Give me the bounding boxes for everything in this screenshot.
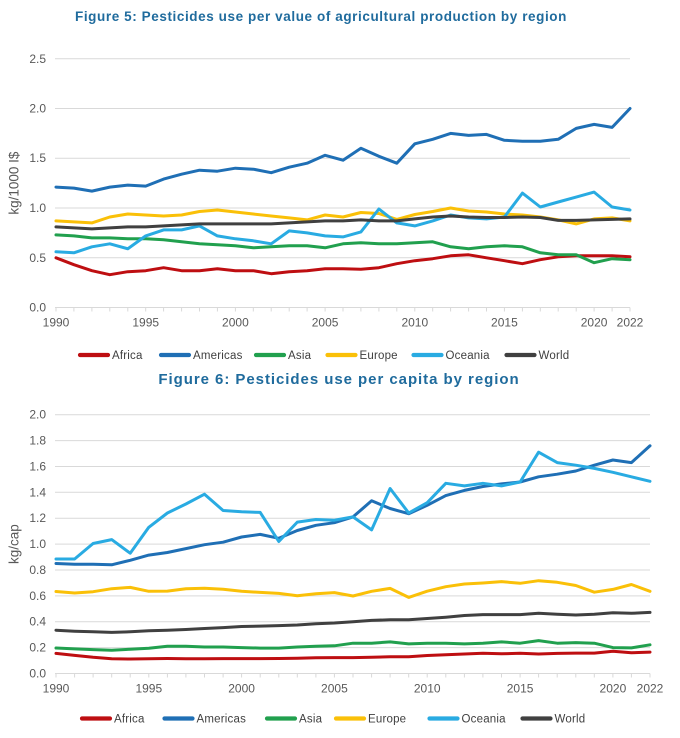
svg-text:0.8: 0.8: [29, 563, 46, 577]
svg-text:1.2: 1.2: [29, 511, 46, 525]
svg-text:Europe: Europe: [360, 350, 398, 362]
svg-text:1990: 1990: [43, 316, 70, 330]
svg-text:Figure 5: Pesticides use per v: Figure 5: Pesticides use per value of ag…: [75, 9, 567, 24]
svg-text:2022: 2022: [617, 316, 644, 330]
svg-text:2000: 2000: [228, 682, 255, 696]
svg-text:2022: 2022: [637, 682, 664, 696]
svg-text:Oceania: Oceania: [446, 350, 491, 362]
svg-text:Figure 6: Pesticides use per c: Figure 6: Pesticides use per capita by r…: [158, 371, 519, 388]
svg-text:1995: 1995: [132, 316, 159, 330]
svg-text:2000: 2000: [222, 316, 249, 330]
svg-text:0.5: 0.5: [29, 251, 46, 265]
svg-text:Asia: Asia: [299, 714, 323, 726]
svg-text:Oceania: Oceania: [462, 714, 507, 726]
svg-text:1.6: 1.6: [29, 460, 46, 474]
svg-text:0.6: 0.6: [29, 589, 46, 603]
svg-text:2.5: 2.5: [29, 52, 46, 66]
svg-text:2020: 2020: [600, 682, 627, 696]
svg-text:0.4: 0.4: [29, 615, 46, 629]
svg-text:Americas: Americas: [197, 714, 247, 726]
svg-text:1.4: 1.4: [29, 485, 46, 499]
svg-text:2005: 2005: [312, 316, 339, 330]
svg-text:Americas: Americas: [193, 350, 243, 362]
svg-text:1990: 1990: [43, 682, 70, 696]
svg-text:Africa: Africa: [114, 714, 145, 726]
svg-text:Asia: Asia: [288, 350, 312, 362]
svg-text:2015: 2015: [507, 682, 534, 696]
svg-text:World: World: [555, 714, 586, 726]
svg-text:kg/cap: kg/cap: [7, 524, 22, 564]
svg-text:2010: 2010: [414, 682, 441, 696]
svg-text:2010: 2010: [401, 316, 428, 330]
svg-text:2.0: 2.0: [29, 408, 46, 422]
svg-text:1.8: 1.8: [29, 434, 46, 448]
svg-text:2.0: 2.0: [29, 102, 46, 116]
svg-text:Europe: Europe: [368, 714, 406, 726]
svg-text:0.0: 0.0: [29, 301, 46, 315]
svg-text:Africa: Africa: [112, 350, 143, 362]
svg-text:0.2: 0.2: [29, 641, 46, 655]
svg-text:1995: 1995: [135, 682, 162, 696]
svg-text:1.5: 1.5: [29, 151, 46, 165]
svg-text:1.0: 1.0: [29, 201, 46, 215]
svg-text:World: World: [539, 350, 570, 362]
svg-text:1.0: 1.0: [29, 537, 46, 551]
svg-text:2020: 2020: [581, 316, 608, 330]
svg-text:2015: 2015: [491, 316, 518, 330]
svg-text:0.0: 0.0: [29, 667, 46, 681]
svg-text:2005: 2005: [321, 682, 348, 696]
svg-text:kg/1000 I$: kg/1000 I$: [7, 151, 22, 215]
